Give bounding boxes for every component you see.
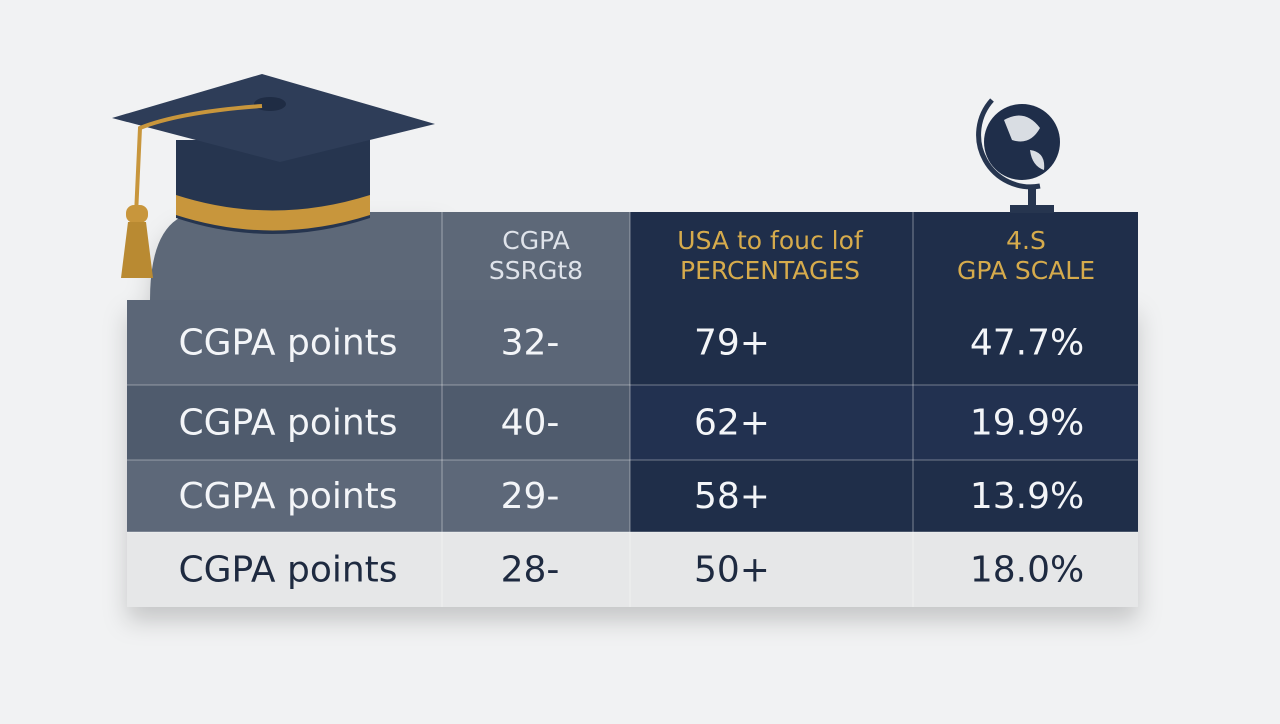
table-cell xyxy=(442,385,630,460)
table-cell xyxy=(913,385,1138,460)
table-cell xyxy=(913,532,1138,607)
table-cell xyxy=(127,300,442,385)
header-text: CGPA xyxy=(502,226,569,255)
cell-text: CGPA points xyxy=(178,403,397,444)
globe xyxy=(976,98,1060,213)
cell-text: 62+ xyxy=(694,403,770,444)
cell-text: 40- xyxy=(501,403,560,444)
table-cell xyxy=(127,385,442,460)
cell-text: 58+ xyxy=(694,476,770,517)
table-cell xyxy=(630,385,913,460)
cell-text: 47.7% xyxy=(970,323,1084,364)
graduation-cap xyxy=(112,74,435,278)
table-cell xyxy=(630,460,913,532)
cell-text: 29- xyxy=(501,476,560,517)
cell-text: CGPA points xyxy=(178,550,397,591)
table-cell xyxy=(442,300,630,385)
header-cell xyxy=(630,212,1138,300)
table-cell xyxy=(630,300,913,385)
header-text: PERCENTAGES xyxy=(680,256,860,285)
header-text: GPA SCALE xyxy=(957,256,1095,285)
rows: CGPA points 32- 79+ 47.7% CGPA points 40- 62+ 1… xyxy=(127,212,1138,607)
cell-text: 18.0% xyxy=(970,550,1084,591)
table-cell xyxy=(127,460,442,532)
table-cell xyxy=(442,532,630,607)
table-cell xyxy=(127,532,442,607)
header-cell xyxy=(442,212,630,300)
table-cell xyxy=(630,532,913,607)
cell-text: CGPA points xyxy=(178,323,397,364)
header-text: 4.S xyxy=(1006,226,1046,255)
cell-text: 32- xyxy=(501,323,560,364)
header-text: USA to fouc lof xyxy=(677,226,864,255)
table-cell xyxy=(442,460,630,532)
table-cell xyxy=(913,300,1138,385)
cell-text: 13.9% xyxy=(970,476,1084,517)
cell-text: CGPA points xyxy=(178,476,397,517)
header-text: SSRGt8 xyxy=(489,256,583,285)
cell-text: 50+ xyxy=(694,550,770,591)
table-cell xyxy=(913,460,1138,532)
header-corner xyxy=(150,212,442,300)
cell-text: 19.9% xyxy=(970,403,1084,444)
cell-text: 79+ xyxy=(694,323,770,364)
cell-text: 28- xyxy=(501,550,560,591)
